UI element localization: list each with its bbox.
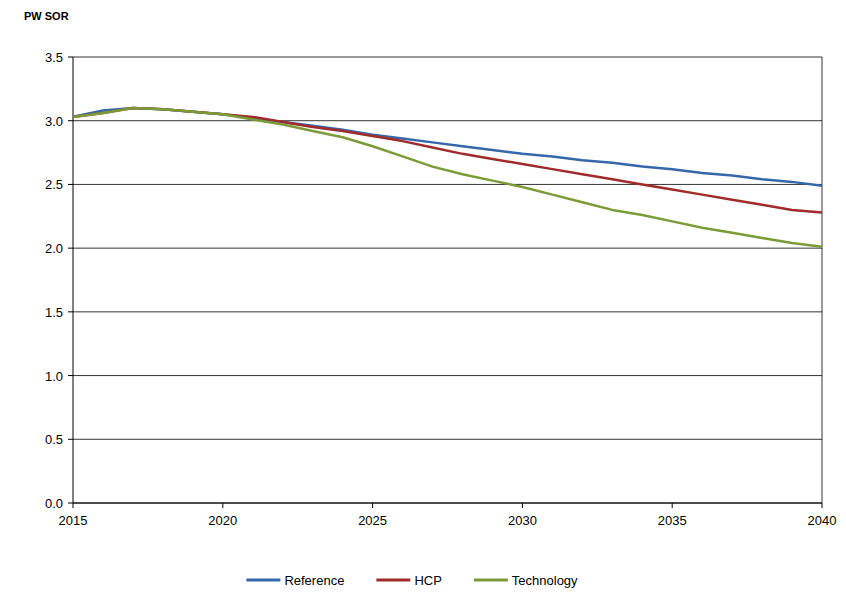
series-line [73,108,822,247]
x-tick [372,503,373,508]
plot-edge [822,57,823,503]
grid-line [73,57,822,58]
x-tick [822,503,823,508]
legend-key [474,579,508,582]
x-tick-label: 2035 [658,513,687,528]
y-tick [68,311,73,312]
legend-label: Technology [512,573,578,588]
y-tick-label: 0.5 [45,432,63,447]
y-tick [68,375,73,376]
x-axis [73,503,822,504]
y-tick [68,439,73,440]
y-label: PW SOR [24,10,69,22]
y-tick-label: 1.0 [45,369,63,384]
grid-line [73,120,822,121]
grid-line [73,184,822,185]
y-tick-label: 2.5 [45,177,63,192]
x-tick-label: 2015 [59,513,88,528]
chart: PW SOR 0.0 0.5 1.0 1.5 2.0 2.5 3.0 3.5 2015 2020 20… [0,0,846,604]
y-tick-label: 2.0 [45,241,63,256]
y-tick [68,248,73,249]
x-tick-label: 2025 [358,513,387,528]
legend-key [376,579,410,582]
x-tick-label: 2040 [808,513,837,528]
grid-line [73,375,822,376]
x-tick [522,503,523,508]
y-tick-label: 1.5 [45,305,63,320]
series-line [73,108,822,186]
series-line [73,108,822,212]
x-tick [73,503,74,508]
legend: Reference HCP Technology [246,573,578,588]
grid-line [73,248,822,249]
y-tick [68,503,73,504]
grid-line [73,439,822,440]
y-tick [68,120,73,121]
x-tick-label: 2030 [508,513,537,528]
y-tick-label: 0.0 [45,496,63,511]
y-axis [73,57,74,503]
series-group [73,108,822,247]
x-tick-label: 2020 [208,513,237,528]
y-tick-label: 3.5 [45,50,63,65]
y-tick-label: 3.0 [45,114,63,129]
legend-label: HCP [414,573,441,588]
x-tick [222,503,223,508]
x-tick [672,503,673,508]
grid-line [73,503,822,504]
grid-line [73,311,822,312]
y-tick [68,57,73,58]
legend-label: Reference [284,573,344,588]
y-tick [68,184,73,185]
legend-key [246,579,280,582]
